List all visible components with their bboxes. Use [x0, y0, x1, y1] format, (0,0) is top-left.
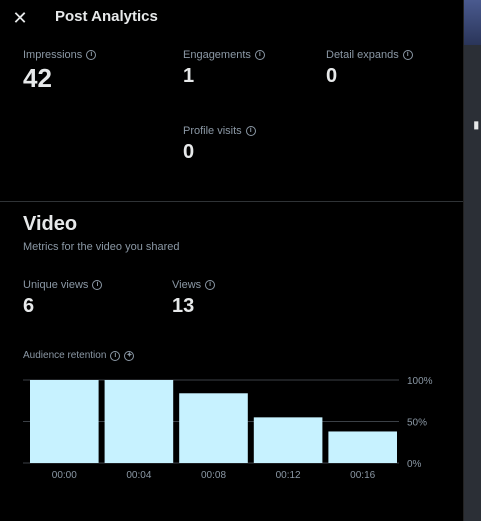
info-icon[interactable]: i: [86, 50, 97, 60]
retention-bar[interactable]: [179, 393, 248, 463]
views-label: Views: [172, 279, 202, 291]
info-icon[interactable]: i: [402, 50, 413, 60]
close-icon[interactable]: ✕: [12, 8, 28, 28]
info-icon[interactable]: i: [245, 126, 256, 136]
background-fragment: ▮: [473, 120, 479, 131]
y-tick-label: 0%: [407, 459, 422, 470]
video-section-subtitle: Metrics for the video you shared: [23, 241, 180, 253]
unique-views-metric: Unique views i 6: [23, 279, 103, 318]
y-tick-label: 100%: [407, 376, 433, 387]
impressions-label: Impressions: [23, 49, 83, 61]
audience-retention-chart: Audience retention i ✦ 100% 50% 0% 00:00 00:…: [0, 350, 463, 490]
x-tick-label: 00:08: [201, 470, 226, 481]
detail-expands-metric: Detail expands i 0: [326, 49, 413, 88]
engagements-label: Engagements: [183, 49, 251, 61]
engagements-metric: Engagements i 1: [183, 49, 265, 88]
views-value: 13: [172, 295, 195, 317]
y-tick-label: 50%: [407, 418, 427, 429]
info-icon[interactable]: i: [205, 280, 216, 290]
profile-visits-label: Profile visits: [183, 125, 242, 137]
profile-visits-metric: Profile visits i 0: [183, 125, 256, 164]
x-tick-label: 00:16: [350, 470, 375, 481]
retention-bar[interactable]: [104, 380, 174, 463]
info-icon[interactable]: i: [254, 50, 265, 60]
views-metric: Views i 13: [172, 279, 216, 318]
detail-expands-value: 0: [326, 65, 338, 87]
info-icon[interactable]: i: [110, 350, 121, 361]
impressions-metric: Impressions i 42: [23, 49, 97, 94]
modal-header: ✕ Post Analytics: [0, 0, 463, 38]
background-page-strip: ▮: [464, 0, 481, 521]
engagements-value: 1: [183, 65, 195, 87]
x-tick-label: 00:12: [276, 470, 301, 481]
detail-expands-label: Detail expands: [326, 49, 399, 61]
x-tick-label: 00:04: [126, 470, 151, 481]
retention-chart-svg: 100% 50% 0% 00:00 00:04 00:08 00:12 00:16: [23, 376, 433, 481]
x-tick-label: 00:00: [52, 470, 77, 481]
chart-title: Audience retention: [23, 350, 107, 361]
video-section-title: Video: [23, 213, 78, 235]
modal-title: Post Analytics: [55, 8, 158, 25]
background-image: [464, 0, 481, 45]
sparkle-icon[interactable]: ✦: [124, 350, 135, 361]
section-divider: [0, 201, 463, 202]
impressions-value: 42: [23, 63, 52, 93]
profile-visits-value: 0: [183, 141, 195, 163]
analytics-modal: ✕ Post Analytics Impressions i 42 Engagem…: [0, 0, 464, 521]
unique-views-value: 6: [23, 295, 35, 317]
retention-bar[interactable]: [328, 431, 397, 463]
unique-views-label: Unique views: [23, 279, 89, 291]
retention-bar[interactable]: [30, 380, 99, 463]
retention-bar[interactable]: [253, 417, 323, 463]
info-icon[interactable]: i: [92, 280, 103, 290]
